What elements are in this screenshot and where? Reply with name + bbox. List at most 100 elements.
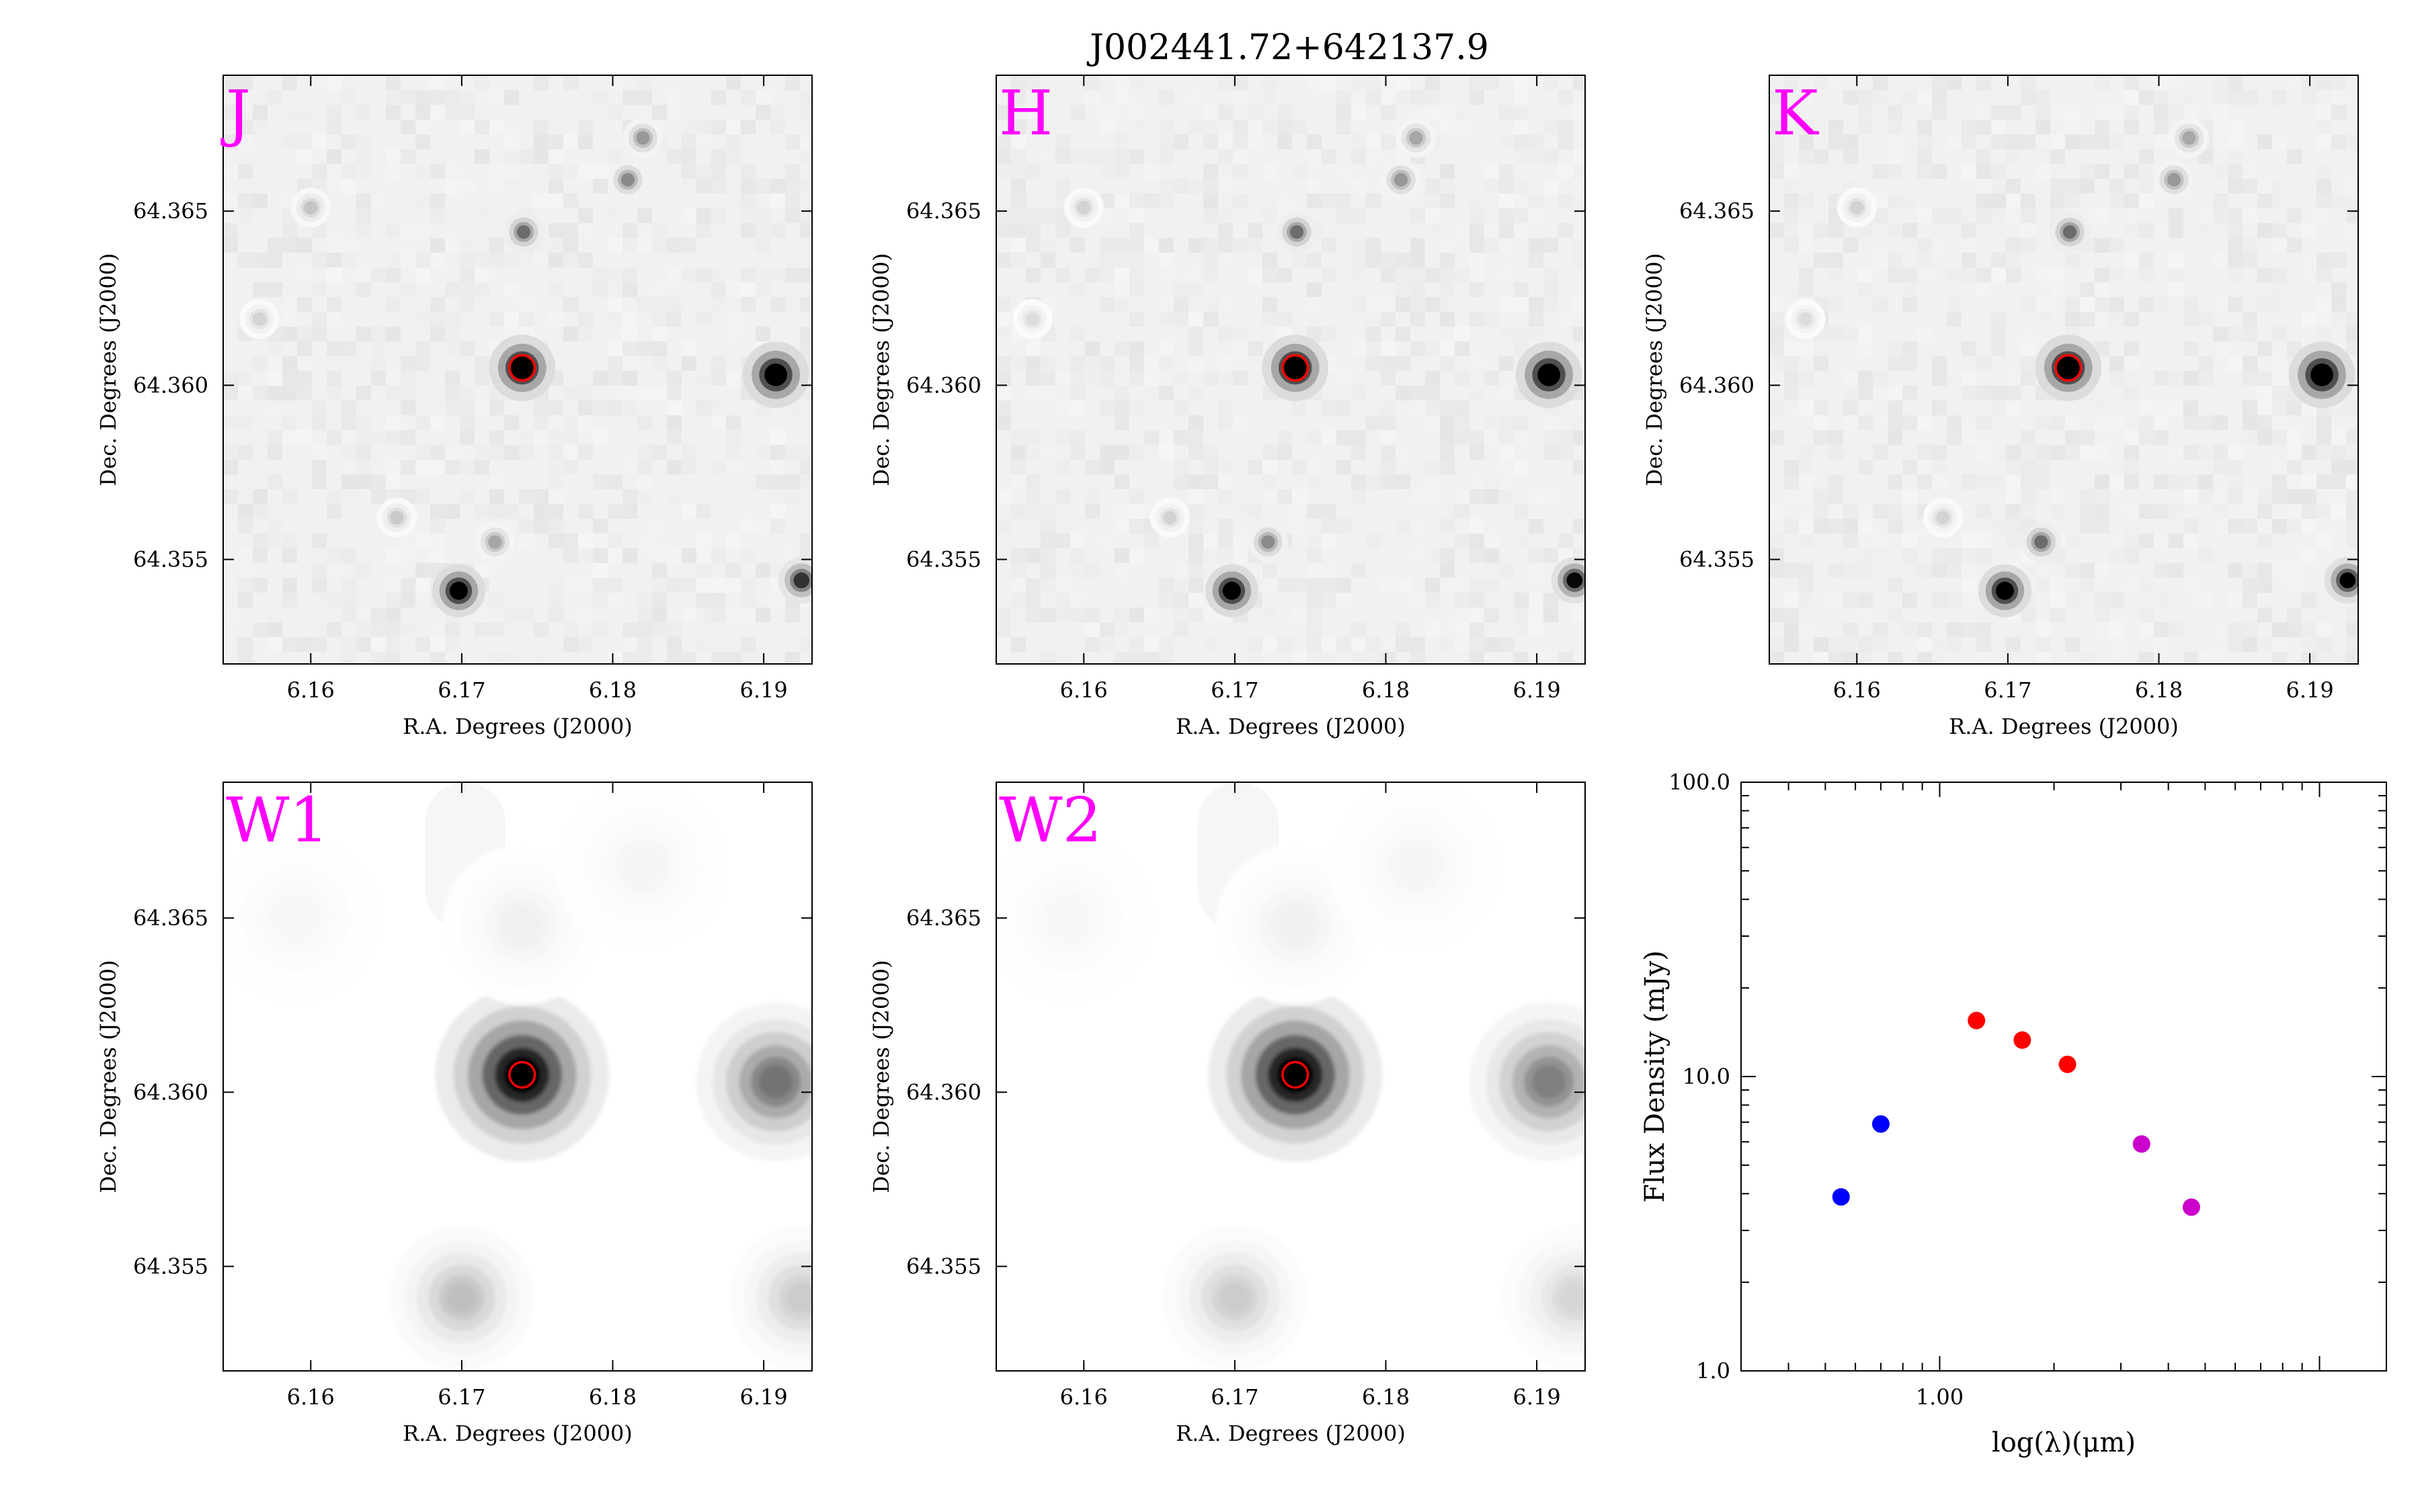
noise-pixel: [800, 194, 812, 208]
noise-pixel: [1828, 489, 1843, 504]
noise-pixel: [1843, 652, 1858, 664]
noise-pixel: [1218, 223, 1233, 238]
noise-pixel: [1440, 267, 1455, 282]
noise-pixel: [460, 105, 475, 120]
noise-pixel: [2065, 430, 2080, 445]
noise-pixel: [1115, 504, 1129, 519]
noise-pixel: [1991, 637, 2006, 652]
star-2: [1469, 1002, 1585, 1162]
noise-pixel: [770, 519, 785, 534]
noise-pixel: [2331, 534, 2346, 548]
noise-pixel: [312, 415, 327, 430]
noise-pixel: [1218, 238, 1233, 253]
noise-pixel: [430, 90, 445, 105]
noise-pixel: [622, 489, 637, 504]
noise-pixel: [770, 223, 785, 238]
noise-pixel: [1873, 534, 1888, 548]
noise-pixel: [1902, 593, 1917, 607]
noise-pixel: [996, 282, 1011, 297]
star-core: [1025, 312, 1040, 326]
noise-pixel: [1991, 341, 2006, 356]
noise-pixel: [386, 371, 401, 386]
noise-pixel: [1529, 238, 1543, 253]
noise-pixel: [1277, 445, 1292, 460]
noise-pixel: [1858, 120, 1873, 134]
noise-pixel: [2272, 460, 2287, 474]
noise-pixel: [460, 120, 475, 134]
noise-pixel: [1085, 75, 1100, 90]
noise-pixel: [756, 120, 770, 134]
noise-pixel: [593, 474, 608, 489]
noise-pixel: [1932, 238, 1947, 253]
noise-pixel: [341, 637, 356, 652]
noise-pixel: [1888, 652, 1902, 664]
noise-pixel: [696, 401, 711, 415]
noise-pixel: [2198, 223, 2213, 238]
noise-pixel: [682, 149, 696, 164]
noise-pixel: [1203, 445, 1218, 460]
noise-pixel: [238, 164, 253, 179]
noise-pixel: [1351, 179, 1366, 194]
noise-pixel: [1902, 489, 1917, 504]
noise-pixel: [996, 519, 1011, 534]
noise-pixel: [460, 652, 475, 664]
noise-pixel: [1784, 386, 1799, 401]
noise-pixel: [2021, 401, 2035, 415]
noise-pixel: [682, 607, 696, 622]
noise-pixel: [1307, 622, 1322, 637]
noise-pixel: [1203, 267, 1218, 282]
noise-pixel: [1469, 593, 1484, 607]
noise-pixel: [2183, 90, 2198, 105]
noise-pixel: [2257, 578, 2272, 593]
noise-pixel: [1188, 90, 1203, 105]
noise-pixel: [1425, 415, 1440, 430]
noise-pixel: [2287, 445, 2302, 460]
noise-pixel: [1917, 208, 1932, 223]
noise-pixel: [785, 223, 800, 238]
noise-pixel: [1307, 534, 1322, 548]
noise-pixel: [593, 90, 608, 105]
noise-pixel: [312, 282, 327, 297]
noise-pixel: [2213, 208, 2228, 223]
x-axis-label: R.A. Degrees (J2000): [1176, 714, 1406, 739]
noise-pixel: [504, 253, 519, 267]
noise-pixel: [386, 327, 401, 341]
noise-pixel: [667, 371, 682, 386]
noise-pixel: [1277, 578, 1292, 593]
noise-pixel: [415, 90, 430, 105]
star-6: [2154, 159, 2194, 200]
plot-frame: [996, 782, 1586, 1372]
noise-pixel: [1188, 593, 1203, 607]
noise-pixel: [711, 607, 726, 622]
noise-pixel: [2065, 134, 2080, 149]
noise-pixel: [1144, 327, 1159, 341]
noise-pixel: [1336, 593, 1351, 607]
noise-pixel: [1888, 489, 1902, 504]
noise-pixel: [1115, 445, 1129, 460]
noise-pixel: [312, 622, 327, 637]
noise-pixel: [312, 445, 327, 460]
noise-pixel: [1499, 208, 1514, 223]
star-2: [742, 341, 809, 409]
noise-pixel: [1218, 253, 1233, 267]
noise-pixel: [741, 164, 756, 179]
noise-pixel: [1514, 75, 1529, 90]
noise-pixel: [460, 179, 475, 194]
noise-pixel: [1307, 474, 1322, 489]
noise-pixel: [996, 430, 1011, 445]
noise-pixel: [445, 208, 460, 223]
noise-pixel: [1902, 548, 1917, 563]
noise-pixel: [1858, 386, 1873, 401]
noise-pixel: [1396, 297, 1410, 312]
noise-pixel: [1440, 164, 1455, 179]
star-field: [223, 782, 812, 1370]
noise-pixel: [430, 134, 445, 149]
noise-pixel: [2006, 460, 2021, 474]
noise-pixel: [1262, 194, 1277, 208]
noise-pixel: [652, 312, 667, 327]
noise-pixel: [1115, 164, 1129, 179]
noise-pixel: [1440, 563, 1455, 578]
noise-pixel: [445, 341, 460, 356]
noise-pixel: [297, 356, 312, 371]
noise-pixel: [1499, 134, 1514, 149]
